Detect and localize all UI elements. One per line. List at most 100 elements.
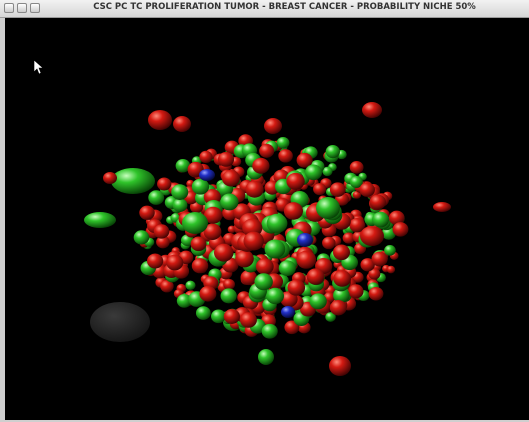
cell <box>148 190 165 205</box>
cell <box>386 265 396 274</box>
cell <box>297 233 313 247</box>
cell <box>199 169 215 181</box>
cell <box>171 184 189 200</box>
cell <box>266 287 285 305</box>
cell <box>235 250 254 268</box>
cell <box>276 136 290 149</box>
cell <box>332 244 351 261</box>
cell <box>191 258 209 274</box>
cell <box>223 278 235 290</box>
cell <box>286 172 305 190</box>
cell <box>220 288 237 304</box>
cell <box>333 287 350 303</box>
cell <box>166 254 184 271</box>
simulation-view <box>0 18 529 422</box>
cell <box>329 182 346 197</box>
cell <box>284 320 300 335</box>
cell <box>261 323 278 339</box>
cell <box>349 217 365 233</box>
cell <box>372 211 390 228</box>
cell <box>111 168 155 194</box>
cell <box>146 253 164 269</box>
cell <box>281 306 295 318</box>
cell <box>305 164 323 181</box>
cell <box>325 145 340 159</box>
cell <box>296 152 313 168</box>
cell <box>333 270 352 287</box>
cell <box>296 250 317 269</box>
cell <box>388 210 405 226</box>
cell <box>160 279 174 293</box>
cell <box>223 309 240 324</box>
cell <box>220 193 239 211</box>
cell <box>185 280 196 290</box>
cell <box>176 293 192 308</box>
cell <box>240 269 258 286</box>
maximize-button[interactable] <box>30 3 40 13</box>
cell <box>211 309 226 324</box>
cell <box>203 223 222 240</box>
cell <box>148 110 172 130</box>
cell <box>368 268 381 280</box>
cell <box>139 205 155 220</box>
cell <box>133 230 150 245</box>
title-bar: CSC PC TC PROLIFERATION TUMOR - BREAST C… <box>0 0 529 18</box>
cell <box>255 258 274 275</box>
cell <box>348 284 364 299</box>
cell <box>287 279 306 296</box>
cell <box>360 226 384 246</box>
cell <box>221 169 240 187</box>
cell <box>84 212 116 228</box>
window-frame <box>0 420 529 422</box>
cell <box>153 224 170 239</box>
cell <box>322 236 336 250</box>
cell <box>203 206 223 224</box>
minimize-button[interactable] <box>17 3 27 13</box>
cell <box>243 231 264 251</box>
cell <box>217 151 235 167</box>
cell <box>278 260 296 277</box>
cell <box>313 183 327 196</box>
cell <box>349 176 363 188</box>
cell-cluster <box>84 102 451 376</box>
window-frame <box>0 18 5 422</box>
cell <box>329 356 351 376</box>
cell <box>199 285 217 302</box>
cell <box>264 118 282 134</box>
cell <box>190 236 207 252</box>
cell <box>254 273 273 291</box>
cell <box>360 258 375 272</box>
cell <box>278 149 293 163</box>
cell <box>172 198 188 212</box>
cell <box>264 239 286 259</box>
cell <box>371 251 388 267</box>
mouse-cursor <box>33 59 44 75</box>
cell <box>252 157 270 174</box>
cell <box>266 213 288 233</box>
cell <box>90 302 150 342</box>
cell <box>173 116 191 132</box>
cell <box>213 243 234 262</box>
cell <box>199 150 213 164</box>
cell <box>368 286 384 301</box>
cell <box>306 268 325 285</box>
cell <box>349 160 364 174</box>
cell <box>392 222 409 237</box>
cell <box>352 191 362 199</box>
cell <box>322 166 333 177</box>
cell <box>258 349 274 365</box>
cell <box>195 306 211 320</box>
cell <box>245 180 264 198</box>
cell <box>157 177 172 191</box>
cell <box>325 312 336 322</box>
cell <box>316 197 340 219</box>
cell <box>156 235 170 249</box>
cell <box>359 182 375 197</box>
cell <box>362 102 382 118</box>
cell <box>369 194 386 210</box>
cell <box>283 202 304 220</box>
cell <box>182 212 208 234</box>
cell <box>191 178 210 195</box>
cell <box>259 143 275 158</box>
close-button[interactable] <box>4 3 14 13</box>
